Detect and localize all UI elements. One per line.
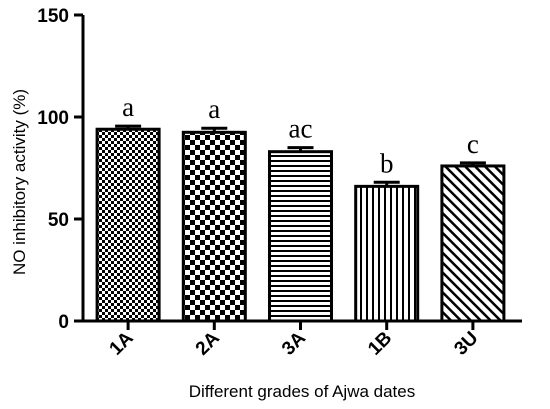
y-tick-label: 150 [37, 6, 69, 27]
bar-1b [354, 184, 420, 323]
significance-label: ac [289, 114, 313, 144]
x-tick-label: 3A [278, 327, 310, 359]
y-axis-title: NO inhibitory activity (%) [10, 89, 29, 275]
y-axis: 0 50 100 150 [37, 6, 83, 333]
bar-2a [181, 130, 247, 323]
bar-3u [440, 164, 506, 323]
x-axis: 1A 2A 3A 1B 3U [106, 321, 482, 360]
y-tick-label: 100 [37, 108, 69, 129]
x-tick-label: 1B [364, 328, 396, 360]
significance-label: a [122, 92, 134, 122]
significance-label: b [380, 148, 394, 178]
bar-1a [95, 127, 161, 323]
bar-3a [268, 150, 333, 323]
x-tick-label: 1A [106, 327, 138, 359]
x-tick-label: 2A [192, 327, 224, 359]
y-tick-label: 50 [48, 210, 69, 231]
significance-label: c [467, 129, 479, 159]
significance-label: a [208, 94, 220, 124]
bars: a a ac b c [95, 92, 506, 323]
y-tick-label: 0 [58, 312, 69, 333]
x-tick-label: 3U [450, 328, 482, 360]
x-axis-title: Different grades of Ajwa dates [189, 382, 416, 401]
